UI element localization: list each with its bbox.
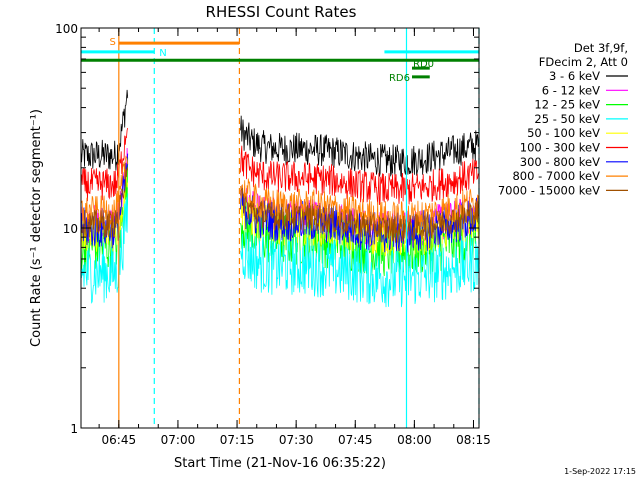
- legend-label-1: 6 - 12 keV: [542, 83, 600, 97]
- x-tick-label-6: 08:15: [456, 433, 491, 447]
- series-8-segment-1: [240, 187, 479, 243]
- x-axis-label: Start Time (21-Nov-16 06:35:22): [174, 456, 386, 471]
- series-5-segment-1: [240, 145, 479, 206]
- y-tick-label-1: 10: [63, 222, 78, 236]
- series-layer: [81, 89, 479, 308]
- series-5-segment-0: [81, 127, 129, 202]
- legend-label-3: 25 - 50 keV: [534, 112, 600, 126]
- legend-label-8: 7000 - 15000 keV: [498, 183, 600, 197]
- legend-label-0: 3 - 6 keV: [549, 69, 600, 83]
- legend-label-7: 800 - 7000 keV: [512, 169, 600, 183]
- y-tick-label-0: 1: [70, 422, 78, 436]
- legend-label-4: 50 - 100 keV: [527, 126, 600, 140]
- series-7-segment-1: [240, 178, 479, 234]
- series-0-segment-1: [240, 115, 479, 179]
- legend-label-2: 12 - 25 keV: [534, 98, 600, 112]
- series-0-segment-0: [81, 89, 129, 171]
- flag-label-0: S: [109, 37, 115, 48]
- series-7-segment-0: [81, 155, 129, 229]
- x-tick-label-2: 07:15: [220, 433, 255, 447]
- series-6-segment-1: [240, 185, 479, 253]
- y-tick-label-2: 100: [55, 22, 78, 36]
- series-3-segment-1: [240, 232, 479, 308]
- legend-label-6: 300 - 800 keV: [520, 155, 600, 169]
- legend-header-line-2: FDecim 2, Att 0: [539, 55, 628, 69]
- flag-label-1: N: [159, 48, 166, 59]
- chart-title: RHESSI Count Rates: [206, 3, 357, 21]
- footer-date: 1-Sep-2022 17:15: [564, 467, 636, 476]
- y-axis-label: Count Rate (s⁻¹ detector segment⁻¹): [29, 109, 44, 347]
- series-3-segment-0: [81, 193, 129, 304]
- x-tick-label-1: 07:00: [161, 433, 196, 447]
- legend-header-line-1: Det 3f,9f,: [574, 41, 628, 55]
- x-tick-label-5: 08:00: [397, 433, 432, 447]
- legend-label-5: 100 - 300 keV: [520, 141, 600, 155]
- flag-label-4: RD0: [413, 59, 434, 70]
- x-tick-label-0: 06:45: [102, 433, 137, 447]
- x-tick-label-3: 07:30: [279, 433, 314, 447]
- flag-label-5: RD6: [389, 73, 410, 84]
- x-tick-label-4: 07:45: [338, 433, 373, 447]
- axis-layer: 06:45 07:00 07:15 07:30 07:45 08:00 08:15 1 10 10…: [55, 22, 491, 447]
